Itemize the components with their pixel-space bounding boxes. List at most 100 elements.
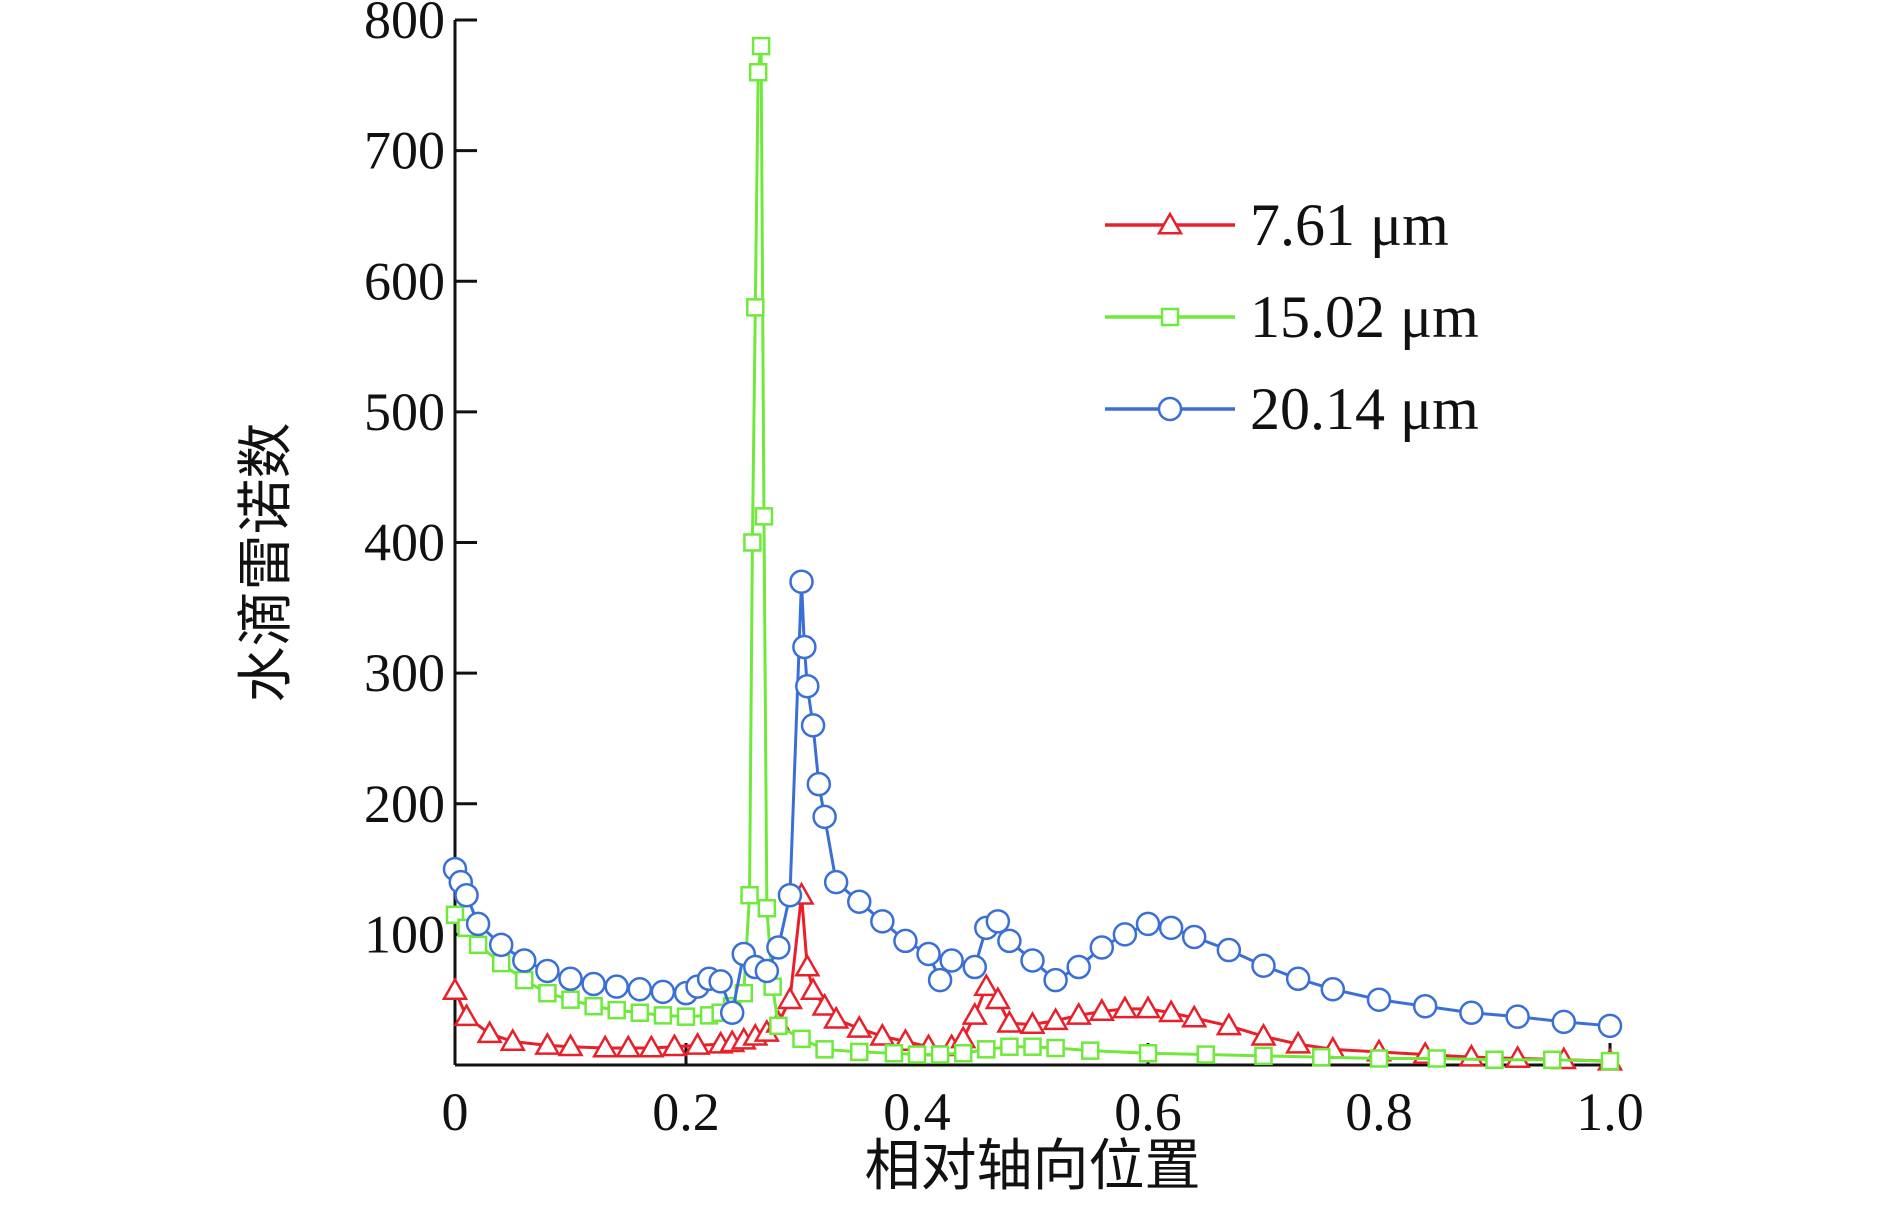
data-point	[454, 882, 479, 908]
data-point	[515, 970, 534, 990]
data-point	[627, 976, 653, 1002]
data-point	[650, 979, 676, 1005]
data-point	[719, 1000, 745, 1025]
data-point	[846, 1014, 873, 1038]
data-point	[939, 948, 964, 973]
data-point	[1312, 1047, 1331, 1067]
data-point	[453, 1003, 480, 1027]
data-point	[754, 507, 774, 526]
data-point	[740, 885, 759, 905]
data-point	[1196, 1045, 1215, 1064]
data-point	[581, 971, 606, 997]
data-point	[661, 1033, 688, 1057]
data-point	[607, 1000, 626, 1020]
data-point	[766, 935, 791, 960]
data-point	[984, 986, 1012, 1010]
legend-swatch-marker	[1160, 307, 1180, 327]
data-point	[465, 911, 491, 937]
data-point	[800, 713, 826, 738]
data-point	[1181, 924, 1207, 950]
data-point	[927, 967, 953, 993]
data-point	[751, 36, 771, 56]
data-point	[799, 977, 827, 1001]
data-point	[1254, 1046, 1273, 1066]
data-point	[1046, 1038, 1065, 1058]
data-point	[1543, 1050, 1562, 1070]
data-point	[1251, 953, 1276, 978]
legend-swatch-marker	[1156, 211, 1184, 235]
data-point	[1111, 995, 1139, 1019]
data-point	[847, 889, 872, 914]
data-point	[776, 986, 804, 1010]
data-point	[604, 974, 629, 999]
data-point	[812, 804, 837, 830]
data-point	[757, 899, 777, 918]
data-point	[1042, 1007, 1069, 1031]
y-tick-label: 500	[364, 382, 445, 442]
y-tick-label: 100	[364, 904, 445, 964]
data-point	[499, 1027, 526, 1051]
data-point	[822, 1005, 850, 1029]
series-layer	[441, 36, 1624, 1071]
data-point	[962, 954, 987, 980]
data-point	[1043, 967, 1068, 993]
x-tick-label: 1.0	[1576, 1082, 1644, 1142]
data-point	[1088, 997, 1115, 1021]
data-point	[996, 1009, 1023, 1033]
y-tick-label: 400	[364, 513, 445, 573]
data-point	[792, 634, 817, 660]
data-point	[630, 1003, 650, 1022]
data-point	[1412, 993, 1438, 1019]
data-point	[615, 1034, 642, 1058]
data-point	[561, 990, 580, 1009]
data-point	[1285, 966, 1311, 992]
data-point	[1284, 1030, 1312, 1054]
legend-label: 15.02 μm	[1250, 284, 1479, 350]
data-point	[468, 935, 488, 955]
data-point	[488, 932, 514, 958]
data-point	[1158, 915, 1184, 941]
x-tick-label: 0	[442, 1082, 469, 1142]
legend: 7.61 μm 15.02 μm 20.14 μm	[1105, 192, 1479, 442]
data-point	[1023, 1037, 1042, 1056]
data-point	[850, 1042, 869, 1062]
legend-item: 7.61 μm	[1105, 192, 1449, 258]
legend-item: 15.02 μm	[1105, 284, 1479, 350]
data-point	[893, 928, 918, 954]
data-point	[584, 996, 603, 1016]
series-3	[442, 569, 1623, 1039]
data-point	[1459, 1000, 1484, 1025]
data-point	[1504, 1044, 1531, 1068]
x-tick-label: 0.4	[883, 1082, 951, 1142]
data-point	[1427, 1049, 1446, 1068]
data-point	[794, 953, 821, 977]
data-point	[746, 298, 765, 317]
data-point	[1181, 1004, 1208, 1028]
data-point	[638, 1034, 665, 1058]
data-point	[1485, 1050, 1504, 1070]
data-point	[1216, 937, 1242, 963]
data-point	[1112, 922, 1138, 947]
data-point	[823, 869, 849, 895]
legend-label: 20.14 μm	[1250, 376, 1479, 442]
data-point	[676, 1007, 696, 1026]
y-tick-label: 800	[364, 0, 445, 50]
data-point	[1505, 1004, 1530, 1029]
data-point	[512, 948, 537, 973]
data-point	[558, 966, 583, 992]
data-point	[1320, 976, 1346, 1002]
x-tick-label: 0.2	[652, 1082, 720, 1142]
data-point	[777, 882, 803, 908]
data-point	[538, 983, 557, 1003]
data-point	[557, 1033, 584, 1057]
data-point	[930, 1045, 950, 1064]
data-point	[1157, 999, 1185, 1023]
data-point	[1019, 1010, 1046, 1035]
y-tick-label: 300	[364, 643, 445, 703]
data-point	[916, 941, 941, 967]
x-axis-title: 相对轴向位置	[865, 1134, 1201, 1199]
data-point	[806, 771, 832, 797]
data-point	[534, 1031, 561, 1055]
data-point	[1135, 911, 1161, 937]
data-point	[869, 1022, 896, 1046]
